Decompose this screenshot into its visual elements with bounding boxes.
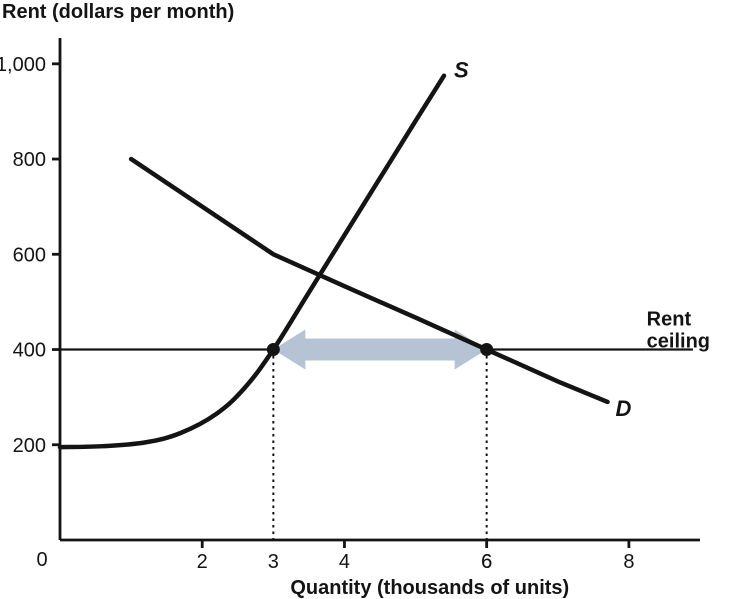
y-tick-label: 400: [13, 340, 46, 362]
y-tick-label: 1,000: [0, 54, 46, 76]
supply-label: S: [454, 58, 469, 83]
demand-label: D: [616, 396, 632, 421]
rent-ceiling-label-2: ceiling: [647, 331, 710, 353]
chart-bg: [0, 0, 734, 599]
x-tick-label: 4: [339, 551, 350, 573]
intersection-dot: [267, 343, 280, 356]
y-tick-label: 200: [13, 435, 46, 457]
y-tick-label: 800: [13, 149, 46, 171]
y-axis-title: Rent (dollars per month): [2, 1, 234, 23]
x-tick-label: 2: [197, 551, 208, 573]
drop-label: 3: [268, 551, 279, 573]
x-tick-label: 8: [623, 551, 634, 573]
x-axis-title: Quantity (thousands of units): [290, 577, 569, 599]
drop-label: 6: [481, 551, 492, 573]
y-tick-label: 600: [13, 244, 46, 266]
rent-ceiling-label-1: Rent: [647, 309, 692, 331]
origin-label: 0: [36, 549, 47, 571]
intersection-dot: [480, 343, 493, 356]
rent-ceiling-chart: Rent (dollars per month) 200 400 600 800 1,00…: [0, 0, 734, 599]
